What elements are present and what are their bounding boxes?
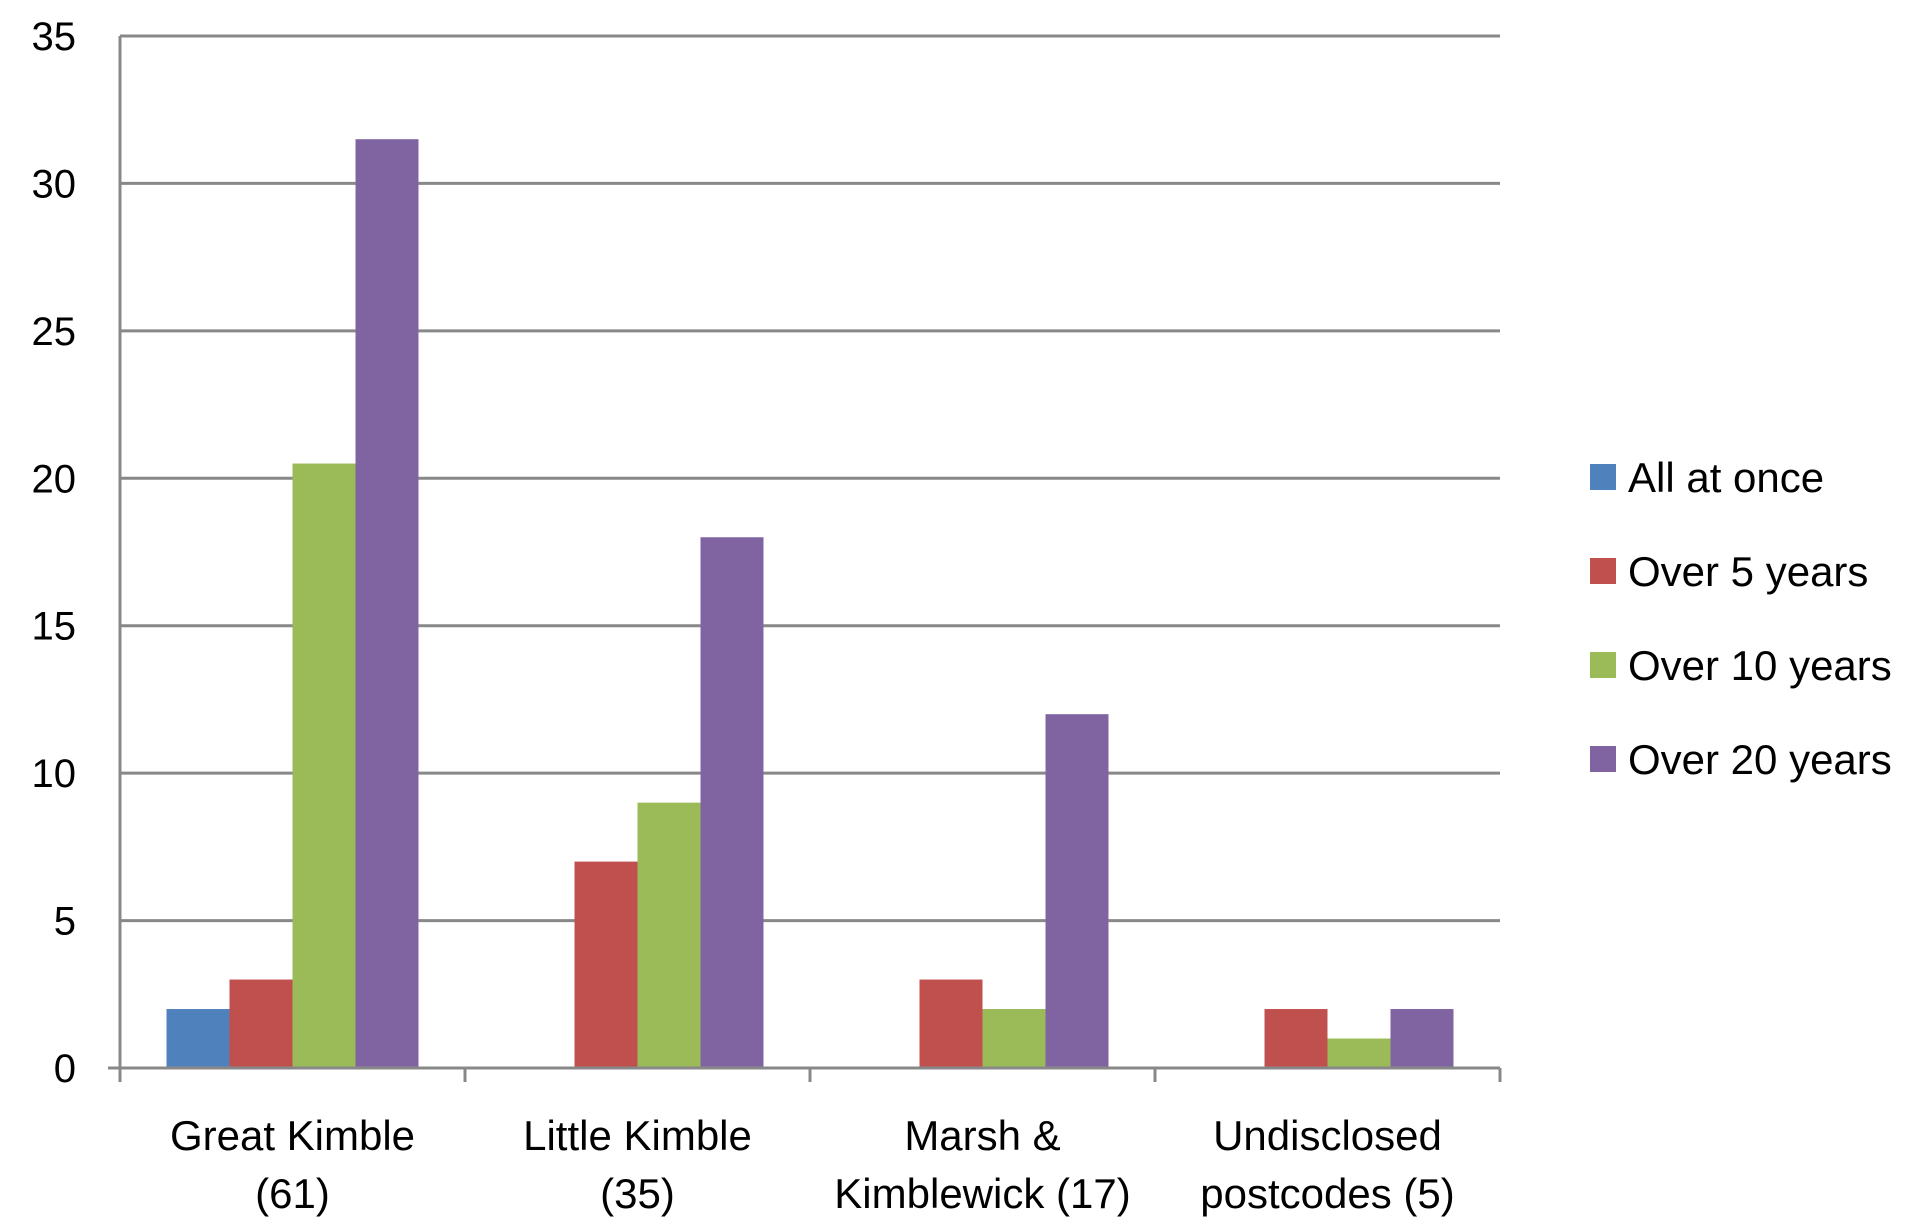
x-category-label-2-line-1: Little Kimble	[523, 1112, 752, 1159]
legend-swatch-2	[1590, 558, 1616, 584]
bar-4-over-5-years	[1264, 1009, 1328, 1068]
bar-1-over-10-years	[292, 463, 356, 1068]
x-category-label-4-line-2: postcodes (5)	[1200, 1170, 1454, 1217]
bar-2-over-10-years	[637, 802, 701, 1068]
y-tick-label-30: 30	[32, 162, 77, 206]
legend-label-2: Over 5 years	[1628, 548, 1868, 595]
y-axis-tick-labels: 0 5 10 15 20 25 30 35	[32, 15, 77, 1091]
bar-2-over-20-years	[700, 537, 764, 1068]
axes	[108, 36, 1502, 1082]
bar-1-over-5-years	[229, 979, 293, 1068]
x-category-label-1-line-2: (61)	[255, 1170, 330, 1217]
y-tick-label-10: 10	[32, 752, 77, 796]
bar-3-over-5-years	[919, 979, 983, 1068]
x-category-label-3-line-2: Kimblewick (17)	[834, 1170, 1130, 1217]
legend-swatch-3	[1590, 652, 1616, 678]
bars	[166, 139, 1454, 1068]
y-tick-label-0: 0	[54, 1047, 76, 1091]
y-tick-label-5: 5	[54, 900, 76, 944]
bar-4-over-10-years	[1327, 1038, 1391, 1068]
legend-label-3: Over 10 years	[1628, 642, 1892, 689]
bar-1-all-at-once	[166, 1009, 230, 1068]
y-tick-label-15: 15	[32, 605, 77, 649]
y-tick-label-25: 25	[32, 310, 77, 354]
x-category-label-1-line-1: Great Kimble	[170, 1112, 415, 1159]
x-axis-category-labels: Great Kimble (61) Little Kimble (35) Marsh &…	[170, 1112, 1455, 1217]
x-category-label-2-line-2: (35)	[600, 1170, 675, 1217]
bar-4-over-20-years	[1390, 1009, 1454, 1068]
bar-2-over-5-years	[574, 861, 638, 1068]
bar-3-over-20-years	[1045, 714, 1109, 1068]
bar-3-over-10-years	[982, 1009, 1046, 1068]
legend-swatch-1	[1590, 464, 1616, 490]
bar-1-over-20-years	[355, 139, 419, 1068]
legend-swatch-4	[1590, 746, 1616, 772]
y-tick-label-20: 20	[32, 457, 77, 501]
legend: All at once Over 5 years Over 10 years Over…	[1590, 454, 1892, 783]
legend-label-1: All at once	[1628, 454, 1824, 501]
legend-label-4: Over 20 years	[1628, 736, 1892, 783]
x-category-label-3-line-1: Marsh &	[904, 1112, 1060, 1159]
y-tick-label-35: 35	[32, 15, 77, 59]
x-category-label-4-line-1: Undisclosed	[1213, 1112, 1442, 1159]
